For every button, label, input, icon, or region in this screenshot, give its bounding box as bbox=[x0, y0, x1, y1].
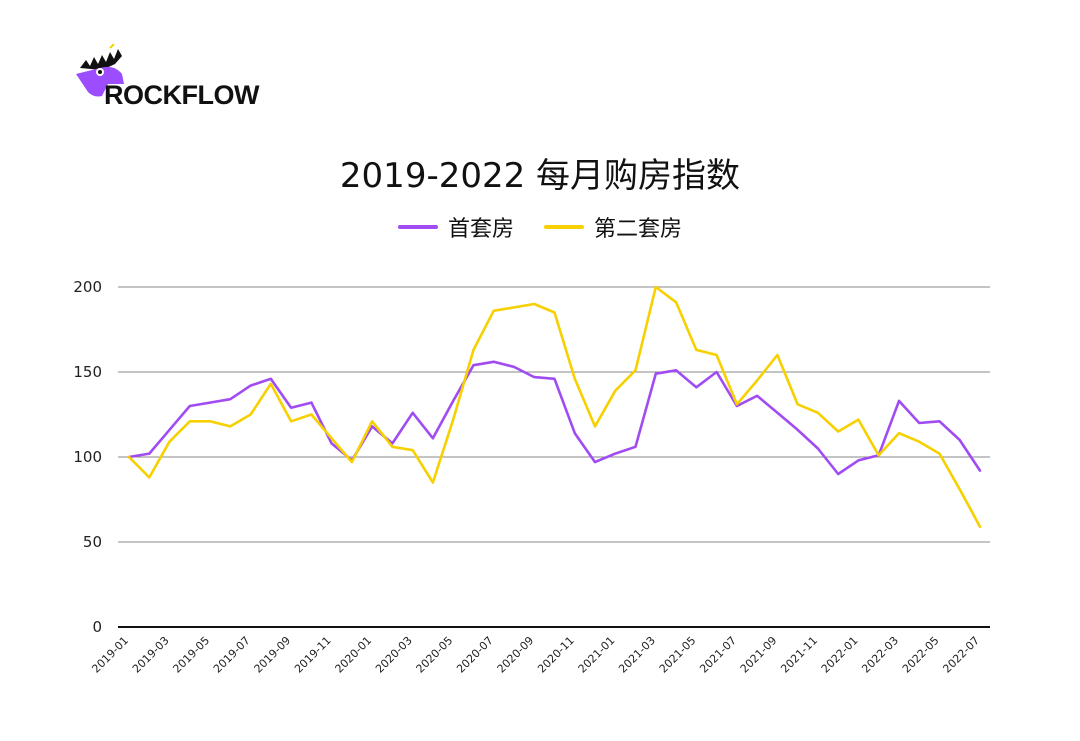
x-tick-label-2020-03: 2020-03 bbox=[373, 634, 415, 676]
x-tick-label-2021-09: 2021-09 bbox=[738, 634, 780, 676]
x-tick-label-2021-11: 2021-11 bbox=[778, 634, 820, 676]
y-tick-label-150: 150 bbox=[73, 363, 102, 381]
x-tick-label-2020-07: 2020-07 bbox=[454, 634, 496, 676]
x-tick-label-2022-03: 2022-03 bbox=[859, 634, 901, 676]
brand-name: ROCKFLOW bbox=[104, 80, 259, 110]
legend-item-first-home: 首套房 bbox=[397, 211, 514, 243]
x-tick-label-2022-07: 2022-07 bbox=[940, 634, 982, 676]
y-tick-label-50: 50 bbox=[83, 533, 102, 551]
legend-label-second-home: 第二套房 bbox=[594, 217, 683, 242]
legend-swatch-first-home bbox=[397, 225, 438, 229]
y-tick-label-0: 0 bbox=[92, 618, 102, 636]
x-tick-label-2019-03: 2019-03 bbox=[130, 634, 172, 676]
legend-item-second-home: 第二套房 bbox=[544, 211, 682, 243]
x-tick-label-2021-07: 2021-07 bbox=[697, 634, 739, 676]
series-line-first-home bbox=[127, 360, 982, 476]
legend-swatch-second-home bbox=[544, 225, 584, 229]
x-tick-label-2019-01: 2019-01 bbox=[89, 634, 131, 676]
x-tick-label-2021-01: 2021-01 bbox=[576, 634, 618, 676]
x-tick-label-2022-05: 2022-05 bbox=[900, 634, 942, 676]
x-tick-label-2020-11: 2020-11 bbox=[535, 634, 577, 676]
x-tick-label-2020-05: 2020-05 bbox=[414, 634, 456, 676]
x-tick-label-2022-01: 2022-01 bbox=[819, 634, 861, 676]
x-tick-label-2021-05: 2021-05 bbox=[657, 634, 699, 676]
rockflow-logo bbox=[76, 44, 124, 97]
x-tick-label-2020-01: 2020-01 bbox=[333, 634, 375, 676]
x-tick-label-2020-09: 2020-09 bbox=[495, 634, 537, 676]
x-tick-label-2019-09: 2019-09 bbox=[252, 634, 294, 676]
y-tick-label-100: 100 bbox=[73, 448, 102, 466]
x-tick-label-2019-07: 2019-07 bbox=[211, 634, 253, 676]
chart-title: 2019-2022 每月购房指数 bbox=[339, 156, 741, 196]
x-tick-label-2019-11: 2019-11 bbox=[292, 634, 334, 676]
legend-label-first-home: 首套房 bbox=[447, 217, 514, 242]
x-tick-label-2019-05: 2019-05 bbox=[170, 634, 212, 676]
x-tick-label-2021-03: 2021-03 bbox=[616, 634, 658, 676]
chart-legend: 首套房 第二套房 bbox=[0, 211, 1080, 243]
series-line-second-home bbox=[127, 285, 982, 529]
y-tick-label-200: 200 bbox=[73, 278, 102, 296]
